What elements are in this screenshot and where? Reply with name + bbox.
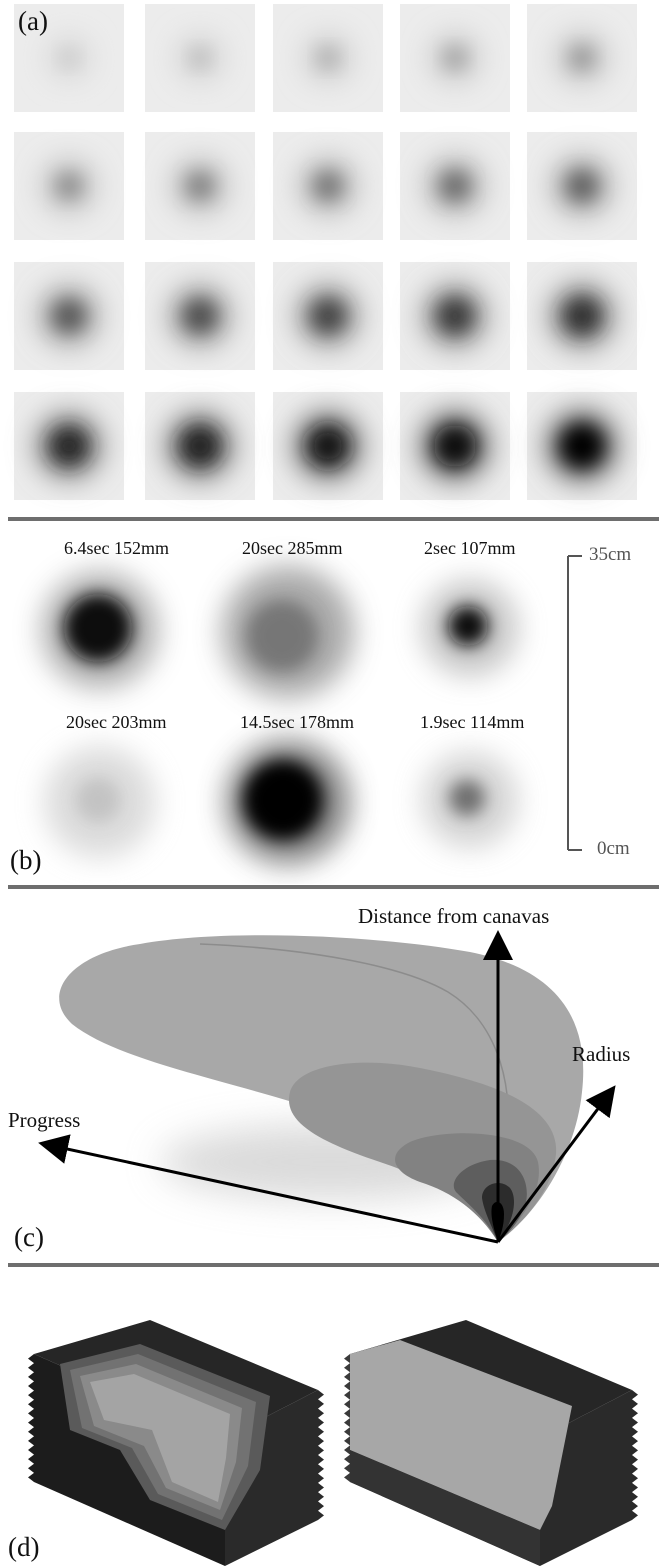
panel-b: 6.4sec 152mm 20sec 285mm 2sec 107mm 20se… [0,524,667,884]
panel-d: (d) [0,1270,667,1566]
grid-cell [145,132,255,240]
surface-rim-line [199,943,510,1155]
grid-cell [273,392,383,500]
panel-c: Distance from canavas Radius Progress (c… [0,892,667,1262]
grid-cell [273,132,383,240]
grid-cell [273,262,383,370]
layer-stack-left [28,1320,324,1566]
sample-caption: 14.5sec 178mm [240,712,354,732]
spray-volume-surface [38,930,616,1244]
grid-cell [400,262,510,370]
grid-cell [273,4,383,112]
divider-3 [8,1263,659,1267]
grid-cell [527,392,637,500]
panel-a: (a) [0,0,667,515]
grid-cell [14,4,124,112]
grid-cell [527,132,637,240]
sample-caption: 2sec 107mm [424,538,516,558]
grid-cell [14,132,124,240]
spray-samples [42,555,582,864]
progress-axis [38,1134,499,1244]
grid-cell [527,4,637,112]
sample-2 [222,566,354,698]
progress-axis-label: Progress [8,1108,81,1132]
distance-axis-label: Distance from canavas [358,904,550,928]
sample-caption: 6.4sec 152mm [64,538,169,558]
panel-c-label: (c) [14,1222,44,1252]
radius-axis-label: Radius [572,1042,631,1066]
grid-cell [400,4,510,112]
panel-d-label: (d) [8,1532,40,1562]
sample-5 [226,740,350,864]
sample-1 [42,572,158,688]
panel-a-label: (a) [18,6,48,36]
sample-caption: 20sec 203mm [66,712,167,732]
sample-caption: 1.9sec 114mm [420,712,525,732]
grid-cell [14,262,124,370]
scale-bottom-label: 0cm [597,838,630,859]
spray-progression-grid [14,4,637,500]
divider-1 [8,517,659,521]
scale-top-label: 35cm [589,544,632,565]
panel-b-label: (b) [10,845,42,875]
layer-stack-right [344,1320,638,1566]
grid-cell [14,392,124,500]
sample-6 [422,752,518,848]
divider-2 [8,885,659,889]
sample-3 [422,580,518,676]
grid-cell [400,132,510,240]
scale-bar [567,555,582,851]
grid-cell [145,262,255,370]
grid-cell [527,262,637,370]
grid-cell [145,392,255,500]
layer-stacks [28,1320,638,1566]
radius-axis [496,1085,616,1243]
grid-cell [145,4,255,112]
sample-4 [44,746,156,858]
sample-caption: 20sec 285mm [242,538,343,558]
grid-cell [400,392,510,500]
